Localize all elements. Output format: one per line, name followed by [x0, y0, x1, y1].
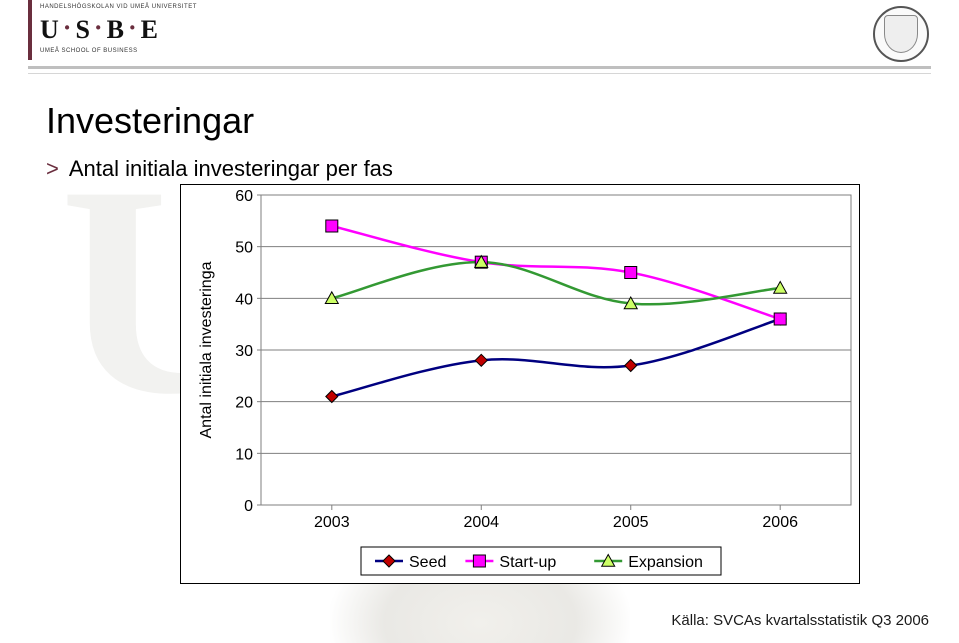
header-divider	[28, 66, 931, 74]
chart-container: 0 10 20 30 40 50 60 2003 2004 2005 2006 Antal initi…	[180, 184, 860, 584]
svg-text:0: 0	[244, 498, 253, 515]
bullet-chevron-icon: >	[46, 156, 59, 181]
university-crest-icon	[873, 6, 929, 62]
slide-header: HANDELSHÖGSKOLAN VID UMEÅ UNIVERSITET U·…	[0, 0, 959, 78]
svg-text:Seed: Seed	[409, 554, 446, 571]
line-chart: 0 10 20 30 40 50 60 2003 2004 2005 2006 Antal initi…	[181, 185, 861, 585]
org-name-bottom: UMEÅ SCHOOL OF BUSINESS	[40, 48, 138, 54]
svg-text:40: 40	[235, 291, 253, 308]
svg-text:2004: 2004	[463, 514, 499, 531]
slide-title: Investeringar	[46, 100, 254, 142]
org-name-top: HANDELSHÖGSKOLAN VID UMEÅ UNIVERSITET	[40, 4, 197, 10]
chart-source-citation: Källa: SVCAs kvartalsstatistik Q3 2006	[671, 612, 929, 629]
svg-text:60: 60	[235, 188, 253, 205]
svg-text:20: 20	[235, 395, 253, 412]
svg-text:Start-up: Start-up	[499, 554, 556, 571]
svg-text:2003: 2003	[314, 514, 350, 531]
slide-subtitle-text: Antal initiala investeringar per fas	[69, 156, 393, 181]
svg-text:30: 30	[235, 343, 253, 360]
svg-text:2006: 2006	[762, 514, 798, 531]
svg-text:2005: 2005	[613, 514, 649, 531]
usbe-logo: U·S·B·E	[40, 15, 162, 45]
header-accent-rule	[28, 0, 32, 60]
svg-text:Antal initiala investeringa: Antal initiala investeringa	[198, 261, 215, 438]
svg-text:10: 10	[235, 446, 253, 463]
svg-text:50: 50	[235, 240, 253, 257]
slide-subtitle: > Antal initiala investeringar per fas	[46, 156, 393, 182]
svg-text:Expansion: Expansion	[628, 554, 703, 571]
